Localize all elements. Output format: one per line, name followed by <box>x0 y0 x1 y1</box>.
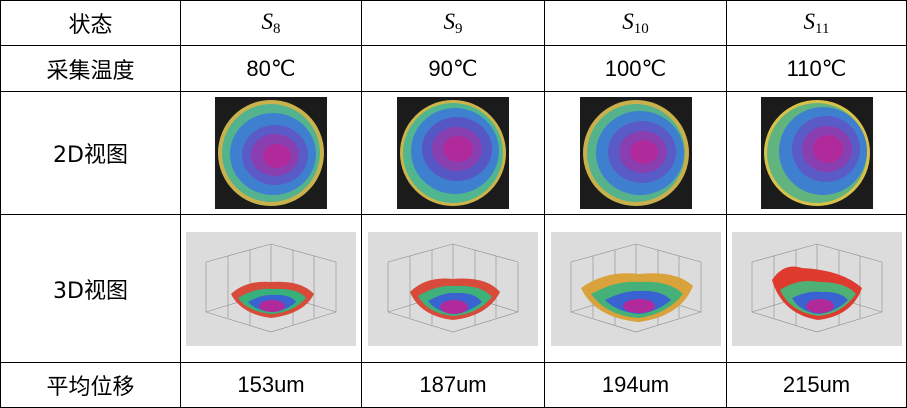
displacement-value-s8: 153um <box>180 362 362 408</box>
state-header-s9: S9 <box>361 0 545 46</box>
displacement-value-s11: 215um <box>726 362 907 408</box>
heatmap-2d-image <box>579 97 692 209</box>
heatmap-2d-image <box>215 97 327 209</box>
heatmap-2d-image <box>397 97 509 209</box>
displacement-value-s10: 194um <box>544 362 727 408</box>
temperature-value-s8: 80℃ <box>180 45 362 92</box>
view3d-cell-s11 <box>726 214 907 363</box>
displacement-value-s9: 187um <box>361 362 545 408</box>
view2d-cell-s9 <box>361 91 545 215</box>
view2d-label: 2D视图 <box>0 91 181 215</box>
temperature-label: 采集温度 <box>0 45 181 92</box>
view2d-cell-s10 <box>544 91 727 215</box>
header-row: 状态 S8 S9 S10 S11 <box>0 0 907 46</box>
view3d-label: 3D视图 <box>0 214 181 363</box>
temperature-row: 采集温度 80℃ 90℃ 100℃ 110℃ <box>0 45 907 92</box>
surface-3d-image <box>186 231 356 346</box>
surface-3d-image <box>368 231 538 346</box>
heatmap-2d-image <box>760 97 873 209</box>
displacement-row: 平均位移 153um 187um 194um 215um <box>0 362 907 408</box>
temperature-value-s11: 110℃ <box>726 45 907 92</box>
view2d-row: 2D视图 <box>0 91 907 215</box>
view2d-cell-s8 <box>180 91 362 215</box>
displacement-label: 平均位移 <box>0 362 181 408</box>
view3d-cell-s9 <box>361 214 545 363</box>
view2d-cell-s11 <box>726 91 907 215</box>
temperature-value-s10: 100℃ <box>544 45 727 92</box>
temperature-value-s9: 90℃ <box>361 45 545 92</box>
state-header-s10: S10 <box>544 0 727 46</box>
state-header-s11: S11 <box>726 0 907 46</box>
surface-3d-image <box>550 231 721 346</box>
view3d-row: 3D视图 <box>0 214 907 363</box>
state-header-s8: S8 <box>180 0 362 46</box>
surface-3d-image <box>731 231 902 346</box>
view3d-cell-s10 <box>544 214 727 363</box>
view3d-cell-s8 <box>180 214 362 363</box>
header-label: 状态 <box>0 0 181 46</box>
